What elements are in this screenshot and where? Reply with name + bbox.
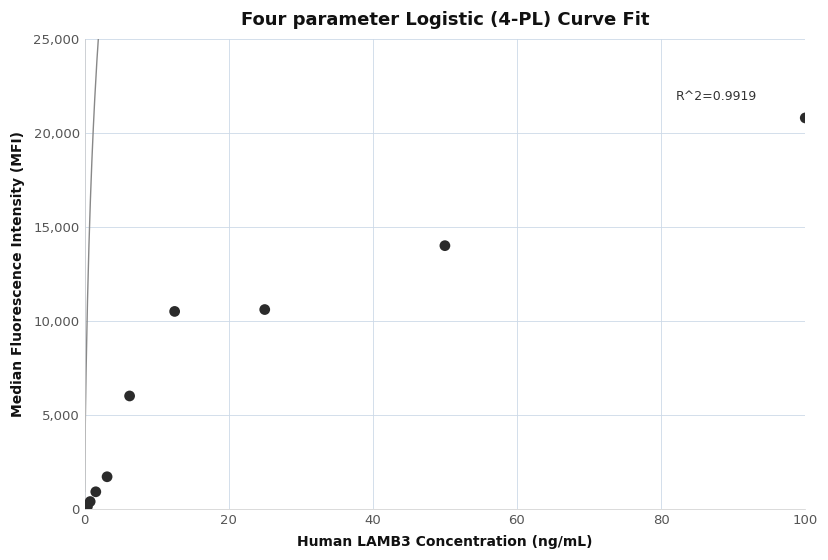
Point xyxy=(258,305,271,314)
X-axis label: Human LAMB3 Concentration (ng/mL): Human LAMB3 Concentration (ng/mL) xyxy=(296,535,592,549)
Point xyxy=(80,502,94,511)
Point xyxy=(797,114,811,123)
Point xyxy=(168,307,181,316)
Text: R^2=0.9919: R^2=0.9919 xyxy=(675,90,756,103)
Point xyxy=(438,241,451,250)
Title: Four parameter Logistic (4-PL) Curve Fit: Four parameter Logistic (4-PL) Curve Fit xyxy=(240,11,648,29)
Y-axis label: Median Fluorescence Intensity (MFI): Median Fluorescence Intensity (MFI) xyxy=(11,131,25,417)
Point xyxy=(89,487,103,496)
Point xyxy=(100,472,113,481)
Point xyxy=(84,497,97,506)
Point xyxy=(123,391,136,400)
